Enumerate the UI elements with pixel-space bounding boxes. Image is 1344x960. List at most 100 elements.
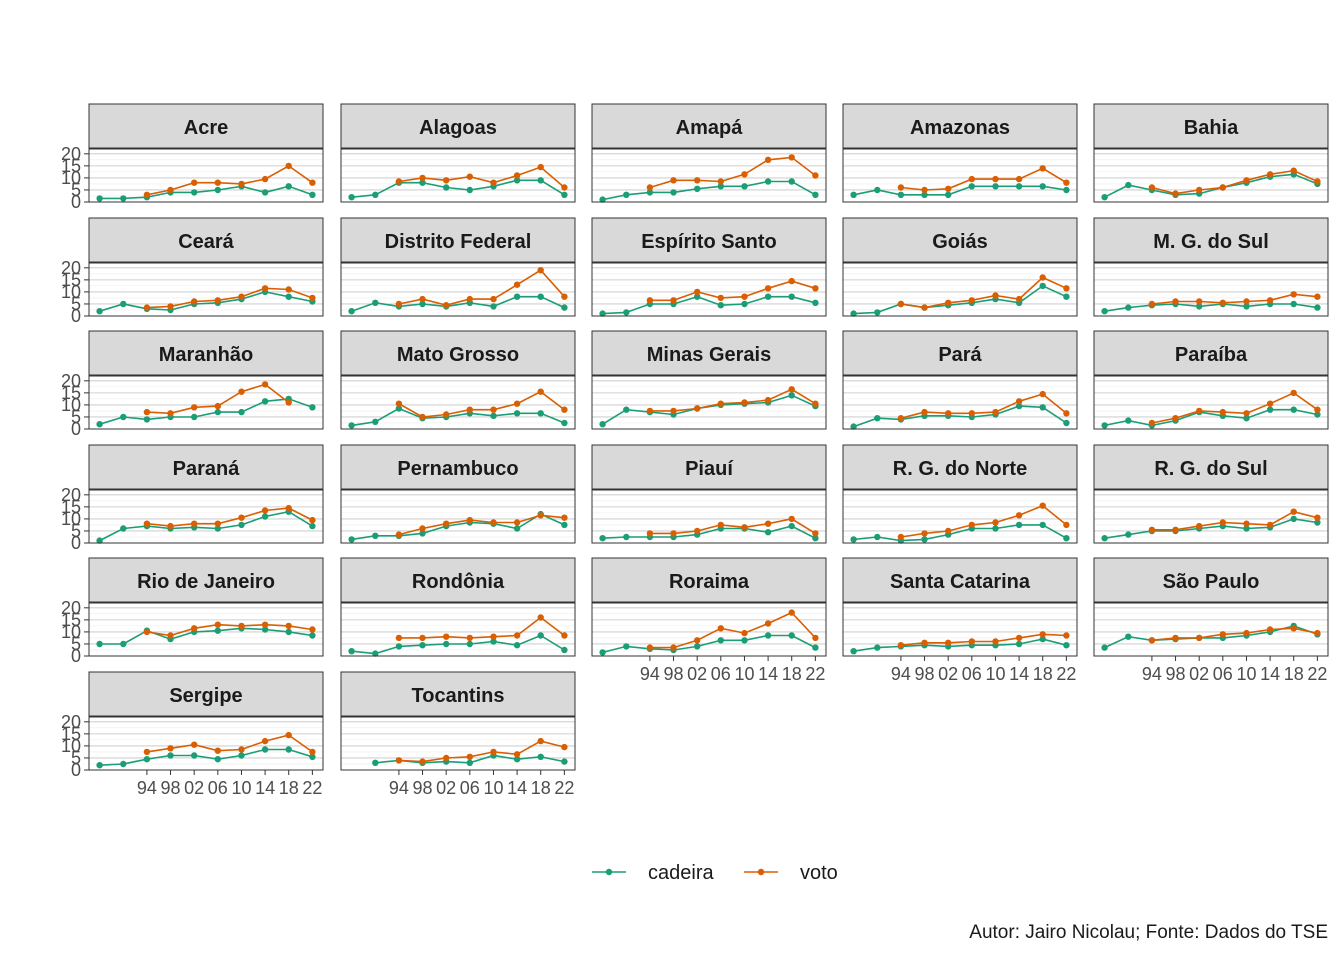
voto-point (490, 295, 497, 303)
x-tick-label: 06 (1213, 664, 1233, 684)
x-tick-label: 06 (962, 664, 982, 684)
voto-point (921, 186, 928, 194)
cadeira-point (372, 650, 379, 657)
panel-title: R. G. do Norte (893, 458, 1027, 480)
voto-point (694, 637, 701, 644)
x-tick-label: 22 (805, 664, 825, 684)
voto-point (143, 628, 151, 636)
voto-point (945, 410, 952, 417)
x-tick-label: 22 (302, 778, 322, 798)
voto-point (466, 634, 473, 642)
voto-point (717, 294, 724, 302)
voto-line (649, 518, 816, 535)
cadeira-point (191, 189, 198, 196)
cadeira-point (561, 304, 568, 311)
y-tick-label: 10 (61, 168, 81, 188)
cadeira-point (96, 308, 103, 315)
x-tick-label: 18 (1033, 664, 1053, 684)
panel: Distrito Federal (340, 217, 576, 317)
panel-strip (842, 330, 1078, 376)
cadeira-point (309, 191, 316, 198)
panel-border (1093, 602, 1329, 657)
cadeira-point (874, 186, 881, 194)
y-tick-label: 0 (71, 760, 81, 780)
voto-point (1039, 502, 1046, 509)
cadeira-point (513, 642, 521, 649)
cadeira-point (670, 189, 677, 196)
panel: Roraima 94 98 02 06 10 14 18 22 (591, 557, 827, 684)
cadeira-point (1015, 402, 1023, 410)
voto-point (309, 516, 316, 524)
voto-point (764, 520, 772, 527)
panel-border (88, 716, 324, 771)
cadeira-point (1243, 303, 1250, 310)
cadeira-line (602, 634, 816, 654)
voto-point (717, 521, 724, 529)
panel-title: Distrito Federal (385, 231, 532, 253)
voto-point (992, 519, 999, 526)
voto-point (285, 286, 292, 293)
cadeira-line (1104, 408, 1318, 427)
panel-title: Paraná (173, 458, 241, 480)
voto-point (1172, 526, 1179, 533)
cadeira-point (120, 300, 127, 308)
cadeira-point (1125, 417, 1132, 424)
panel-border (340, 148, 576, 203)
voto-point (1015, 295, 1023, 303)
panel-border (591, 375, 827, 430)
cadeira-line (99, 748, 313, 766)
cadeira-point (1015, 521, 1023, 529)
y-tick-label: 10 (61, 622, 81, 642)
panel-strip (591, 217, 827, 263)
cadeira-point (694, 293, 701, 300)
cadeira-point (261, 746, 269, 753)
panel-border (88, 375, 324, 430)
cadeira-point (395, 405, 403, 412)
voto-point (1172, 190, 1179, 197)
voto-point (1148, 300, 1156, 308)
panel-background (592, 263, 826, 316)
cadeira-point (646, 189, 654, 196)
voto-point (214, 402, 221, 410)
y-tick-label: 5 (71, 407, 81, 427)
cadeira-line (853, 638, 1067, 652)
voto-point (764, 396, 772, 404)
cadeira-point (764, 178, 772, 185)
cadeira-point (1125, 304, 1132, 311)
voto-point (143, 520, 151, 527)
voto-line (398, 390, 565, 418)
voto-point (788, 609, 795, 616)
voto-point (945, 299, 952, 306)
panel-strip (591, 557, 827, 603)
panel: R. G. do Sul (1093, 444, 1329, 544)
panel-strip (842, 103, 1078, 149)
panel-strip (842, 217, 1078, 263)
voto-point (945, 527, 952, 535)
voto-point (1290, 291, 1297, 298)
panel-strip (1093, 557, 1329, 603)
voto-point (419, 525, 426, 532)
cadeira-point (285, 746, 292, 753)
voto-point (1290, 167, 1297, 174)
panel-title: Maranhão (159, 344, 253, 366)
y-tick-label: 0 (71, 306, 81, 326)
panel-title: R. G. do Sul (1154, 458, 1267, 480)
voto-point (191, 298, 198, 305)
voto-point (191, 179, 198, 186)
cadeira-point (812, 299, 819, 306)
voto-point (490, 179, 497, 186)
voto-point (945, 639, 952, 646)
y-tick-label: 15 (61, 383, 81, 403)
voto-point (309, 294, 316, 302)
panel-border (842, 375, 1078, 430)
voto-point (1063, 410, 1070, 417)
y-tick-label: 10 (61, 509, 81, 529)
cadeira-point (309, 632, 316, 639)
voto-point (261, 507, 269, 514)
voto-point (238, 622, 245, 630)
cadeira-point (1039, 521, 1046, 529)
voto-point (812, 400, 819, 407)
